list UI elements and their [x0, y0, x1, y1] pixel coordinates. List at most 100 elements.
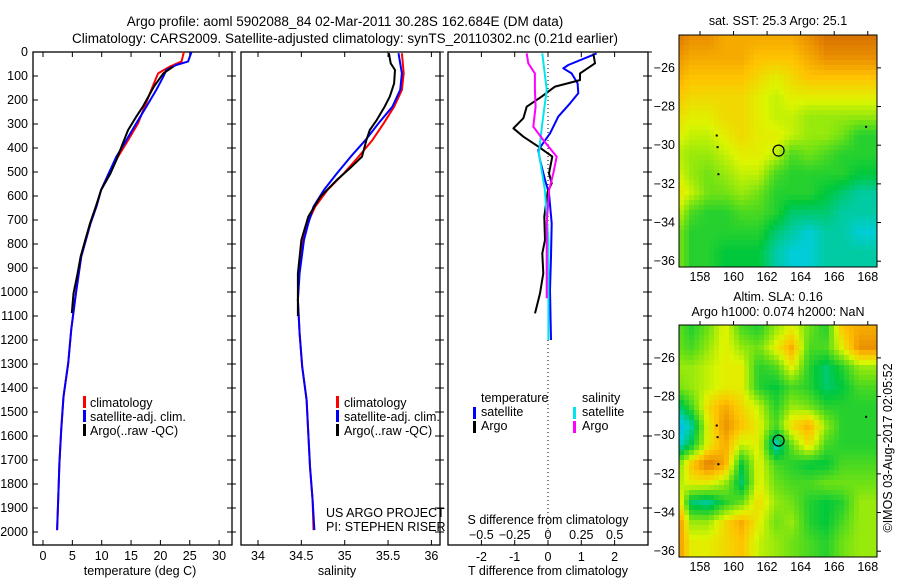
sst-map-image [679, 35, 877, 267]
plot-frame [240, 51, 441, 546]
y-tick-label: 1700 [0, 453, 28, 467]
y-tick-label: 700 [7, 213, 28, 227]
x-tick-label: 2 [611, 550, 618, 564]
lat-tick-label: −30 [654, 428, 675, 442]
y-tick-label: 600 [7, 189, 28, 203]
legend-argo: Argo(..raw -QC) [344, 424, 432, 438]
map-frame [678, 324, 878, 558]
lon-tick-label: 158 [690, 560, 711, 574]
lat-tick-label: −36 [654, 544, 675, 558]
series-line-temperature-satellite [537, 52, 597, 341]
sla-map-subtitle: Argo h1000: 0.074 h2000: NaN [691, 305, 864, 319]
legend-temperature-heading: temperature [481, 391, 548, 405]
y-tick-label: 300 [7, 117, 28, 131]
lat-tick-label: −26 [654, 351, 675, 365]
y-tick-label: 200 [7, 93, 28, 107]
y-tick-label: 1400 [0, 381, 28, 395]
xlabel-s-difference: S difference from climatology [468, 513, 630, 527]
series-line-temperature-argo [512, 53, 596, 314]
x-tick-label: 34.5 [289, 549, 313, 563]
s-tick-label: 0 [545, 528, 552, 542]
lon-tick-label: 166 [824, 270, 845, 284]
copyright-timestamp: ©IMOS 03-Aug-2017 02:05:52 [881, 363, 895, 532]
legend-swatch-argo [83, 424, 86, 436]
y-tick-label: 1200 [0, 333, 28, 347]
argo-location-marker [772, 434, 785, 447]
legend-climatology: climatology [90, 396, 153, 410]
s-tick-label: 0.5 [606, 528, 623, 542]
y-tick-label: 500 [7, 165, 28, 179]
temperature-legend: climatology satellite-adj. clim. Argo(..… [83, 396, 186, 438]
legend-swatch-satellite [336, 410, 339, 422]
x-tick-label: 35 [338, 549, 352, 563]
lon-tick-label: 162 [757, 560, 778, 574]
legend-t-argo: Argo [481, 419, 507, 433]
island-marker [716, 146, 719, 149]
lat-tick-label: −34 [654, 216, 675, 230]
sla-map-title: Altim. SLA: 0.16 [733, 290, 823, 304]
y-tick-label: 1500 [0, 405, 28, 419]
x-tick-label: 0 [40, 549, 47, 563]
x-tick-label: 25 [183, 549, 197, 563]
lon-tick-label: 168 [857, 560, 878, 574]
xlabel-t-difference: T difference from climatology [468, 564, 629, 578]
s-tick-label: −0.5 [469, 528, 494, 542]
y-tick-label: 0 [21, 45, 28, 59]
lon-tick-label: 164 [790, 270, 811, 284]
y-tick-label: 2000 [0, 525, 28, 539]
legend-swatch-s-argo [573, 421, 576, 433]
x-tick-label: 5 [69, 549, 76, 563]
y-tick-label: 400 [7, 141, 28, 155]
x-tick-label: 15 [124, 549, 138, 563]
x-tick-label: 36 [424, 549, 438, 563]
island-marker [717, 173, 720, 176]
x-tick-label: 0 [545, 550, 552, 564]
x-tick-label: 30 [212, 549, 226, 563]
plot-frame [32, 51, 233, 546]
legend-salinity-heading: salinity [582, 391, 621, 405]
xlabel-salinity: salinity [318, 564, 357, 578]
x-tick-label: 35.5 [376, 549, 400, 563]
y-tick-label: 1800 [0, 477, 28, 491]
lon-tick-label: 164 [790, 560, 811, 574]
difference-legend: temperature salinity satellite Argo sate… [473, 391, 624, 433]
y-tick-label: 1300 [0, 357, 28, 371]
series-line-satellite-adj-clim- [296, 53, 403, 531]
y-tick-label: 1000 [0, 285, 28, 299]
lat-tick-label: −32 [654, 177, 675, 191]
legend-swatch-argo [336, 424, 339, 436]
y-tick-label: 1100 [1, 309, 28, 323]
title-line-2: Climatology: CARS2009. Satellite-adjuste… [72, 31, 618, 46]
title-line-1: Argo profile: aoml 5902088_84 02-Mar-201… [127, 14, 564, 29]
legend-t-satellite: satellite [481, 405, 523, 419]
lat-tick-label: −28 [654, 390, 675, 404]
lat-tick-label: −34 [654, 506, 675, 520]
lat-tick-label: −26 [654, 61, 675, 75]
legend-swatch-climatology [336, 396, 339, 408]
legend-climatology: climatology [344, 396, 407, 410]
lat-tick-label: −32 [654, 467, 675, 481]
legend-s-satellite: satellite [582, 405, 624, 419]
legend-swatch-t-satellite [473, 407, 476, 419]
legend-swatch-climatology [83, 396, 86, 408]
legend-swatch-s-satellite [573, 407, 576, 419]
legend-s-argo: Argo [582, 419, 608, 433]
lon-tick-label: 162 [757, 270, 778, 284]
island-marker [717, 463, 720, 466]
legend-swatch-t-argo [473, 421, 476, 433]
lat-tick-label: −28 [654, 100, 675, 114]
series-line-argo-raw-qc- [70, 65, 174, 314]
s-tick-label: −0.25 [499, 528, 531, 542]
island-marker [865, 415, 868, 418]
island-marker [715, 134, 718, 137]
y-tick-label: 1900 [0, 501, 28, 515]
y-tick-label: 800 [7, 237, 28, 251]
series-line-climatology [296, 53, 405, 531]
x-tick-label: -1 [509, 550, 520, 564]
lon-tick-label: 160 [723, 560, 744, 574]
y-tick-label: 1600 [0, 429, 28, 443]
lon-tick-label: 166 [824, 560, 845, 574]
salinity-legend: climatology satellite-adj. clim. Argo(..… [336, 396, 440, 438]
x-tick-label: 10 [95, 549, 109, 563]
